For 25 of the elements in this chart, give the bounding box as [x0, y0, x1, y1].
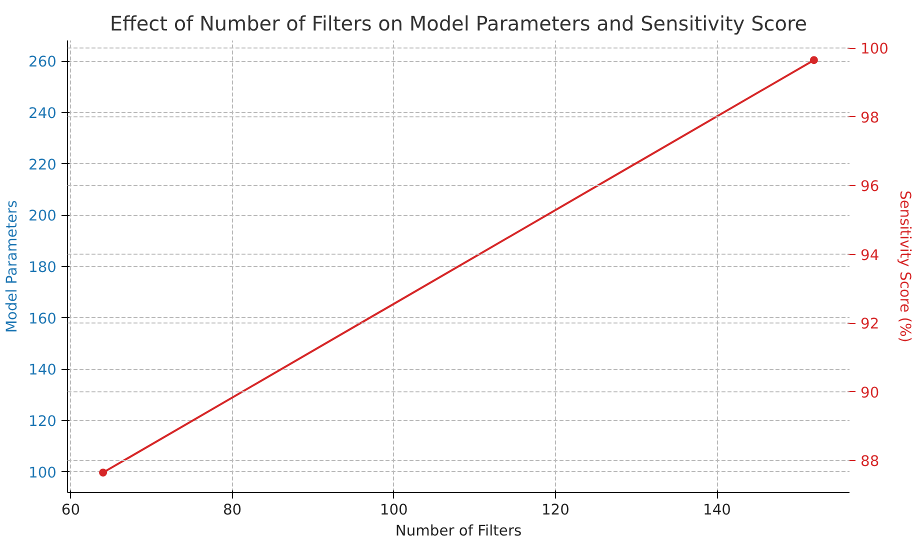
x-tick-label: 60	[61, 502, 80, 518]
y-tick-label: 260	[28, 54, 57, 71]
y2-tick-label: 100	[860, 40, 888, 58]
x-tick-label: 80	[222, 502, 242, 518]
y2-tick-label: 94	[860, 246, 880, 264]
y-tick-label: 180	[28, 259, 57, 276]
x-tick-label: 120	[541, 502, 570, 518]
y2-tick-label: 98	[860, 109, 880, 126]
y2-tick-label: 96	[860, 178, 880, 196]
y-axis-title: Model Parameters	[4, 200, 21, 333]
chart-title: Effect of Number of Filters on Model Parameters and Sensitivity Score	[110, 12, 808, 36]
y2-tick-label: 90	[860, 384, 880, 402]
y2-tick-label: 92	[860, 316, 880, 333]
y-tick-label: 100	[28, 464, 57, 482]
y-tick-label: 200	[28, 208, 57, 225]
y-tick-label: 140	[28, 362, 57, 379]
y-tick-label: 240	[28, 104, 57, 122]
y2-axis-title: Sensitivity Score (%)	[896, 190, 914, 343]
y-tick-label: 160	[28, 310, 57, 328]
y-tick-label: 220	[28, 156, 57, 174]
y-tick-label: 120	[28, 413, 57, 430]
x-axis-title: Number of Filters	[395, 522, 522, 540]
y2-tick-label: 88	[860, 453, 880, 470]
x-tick-label: 140	[703, 502, 732, 518]
x-tick-label: 100	[380, 502, 408, 518]
